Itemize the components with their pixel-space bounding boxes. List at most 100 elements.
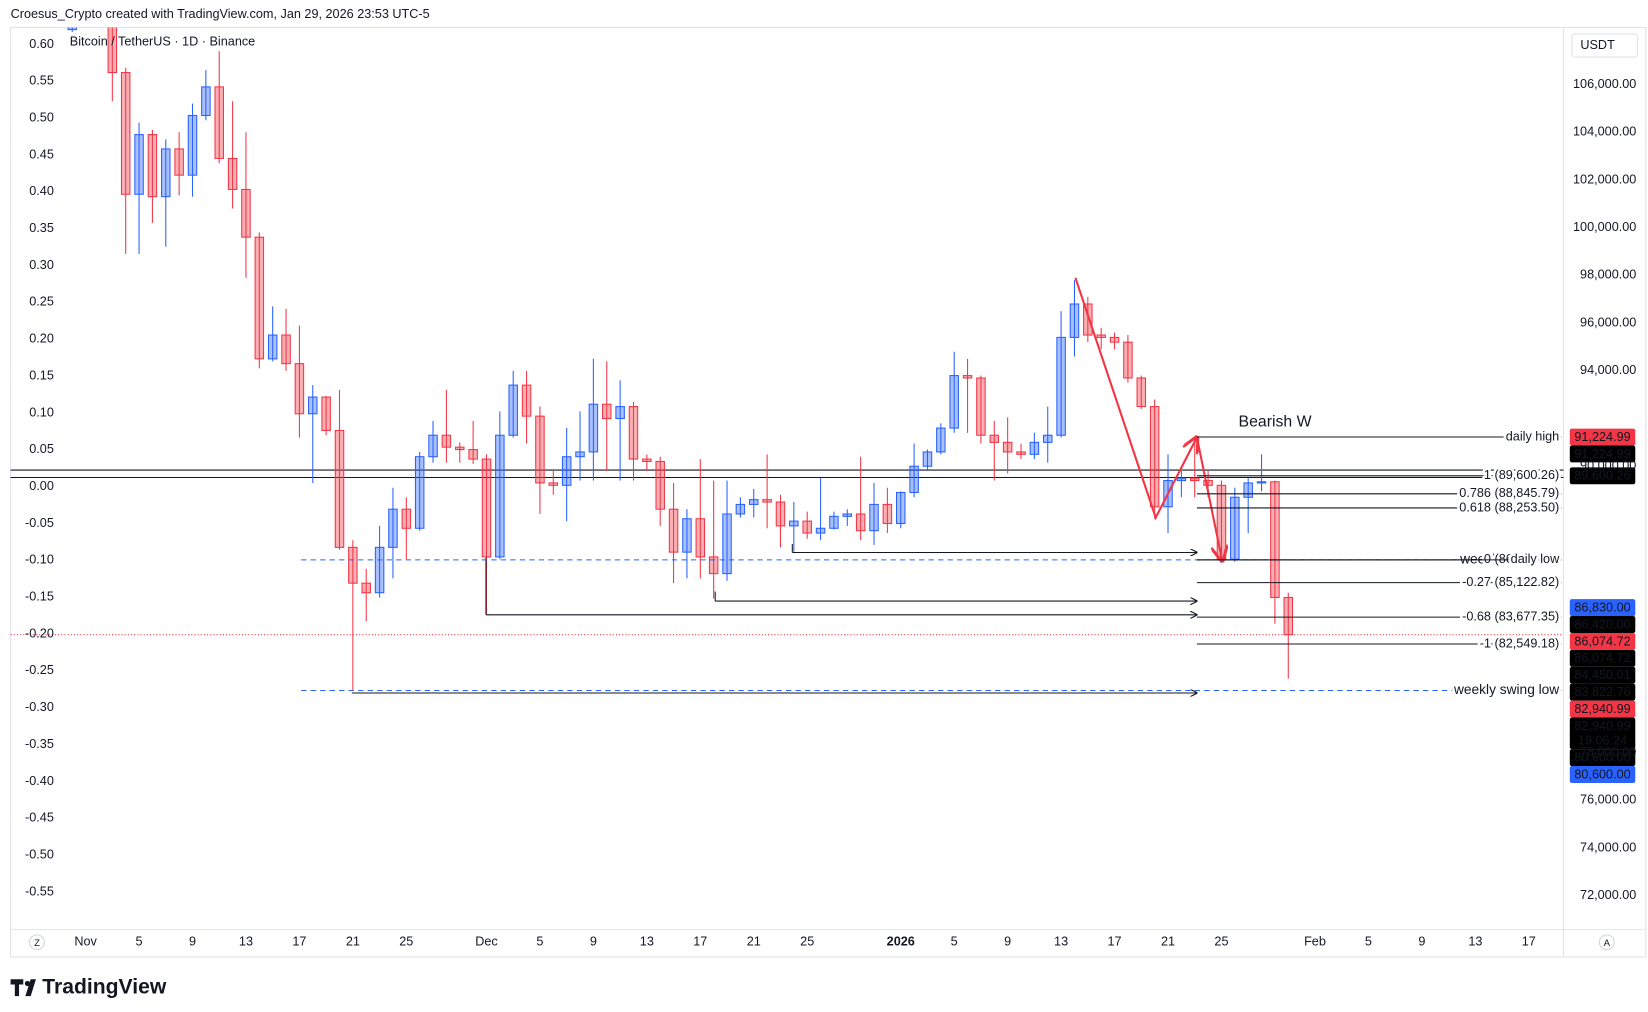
candle-body — [187, 114, 198, 176]
scale-button[interactable] — [1598, 934, 1615, 951]
candle-body — [481, 458, 492, 558]
price-tag-label: 83,822.76 — [1574, 685, 1630, 699]
left-tick-label: -0.05 — [25, 516, 54, 530]
price-tag — [1569, 766, 1636, 783]
candle-body — [361, 582, 371, 594]
candle-body — [548, 482, 559, 486]
candle-body — [802, 520, 812, 534]
candle-body — [842, 513, 853, 517]
candle-body — [695, 518, 706, 558]
time-tick-label: 13 — [1468, 935, 1482, 949]
time-tick-label: 5 — [136, 935, 143, 949]
price-tag-label: 86,074.72 — [1574, 634, 1630, 648]
candle-body — [267, 334, 278, 360]
candle-body — [655, 460, 665, 510]
scale-button-label[interactable]: A — [1604, 938, 1611, 949]
price-tag-label: 84,450.01 — [1574, 668, 1630, 682]
left-tick-label: 0.10 — [29, 405, 54, 419]
candle-body — [1042, 434, 1053, 443]
price-tag-label: 86,074.72 — [1574, 651, 1630, 665]
candle-body — [815, 527, 826, 534]
currency-label[interactable]: USDT — [1580, 38, 1615, 52]
time-tick-label: 9 — [189, 935, 196, 949]
candle-body — [1216, 484, 1227, 560]
candle-body — [147, 134, 158, 198]
price-tag — [1569, 649, 1636, 667]
candle-body — [882, 503, 893, 525]
time-tick-label: 9 — [590, 935, 597, 949]
price-tick-label: 76,000.00 — [1580, 793, 1636, 807]
brand-name: TradingView — [42, 975, 167, 998]
price-tag-label: 86,830.00 — [1574, 600, 1630, 614]
candle-body — [441, 434, 452, 448]
candle-body — [682, 518, 692, 553]
overlay: daily high 1 (89,600.26) 0.786 (88,845.79)… — [10, 414, 1636, 783]
left-tick-label: 0.35 — [29, 221, 54, 235]
time-tick-label: 17 — [693, 935, 707, 949]
candle-body — [575, 451, 585, 458]
chart-frame — [10, 26, 1647, 958]
price-tick-label: 72,000.00 — [1580, 888, 1636, 902]
scale-button-label[interactable]: Z — [34, 938, 40, 949]
candle-body — [989, 434, 1000, 443]
price-tag-label: 91,224.99 — [1574, 447, 1630, 461]
left-tick-label: -0.15 — [25, 590, 54, 604]
left-tick-label: -0.35 — [25, 737, 54, 751]
scale-button[interactable] — [29, 934, 45, 951]
price-tag — [1569, 467, 1636, 485]
candle-body — [161, 148, 171, 198]
price-tag-label: 91,224.99 — [1574, 430, 1630, 444]
price-tag-label: 86,420.00 — [1574, 617, 1630, 631]
price-tag — [1569, 445, 1636, 463]
level-label: 1 (89,600.26) — [1484, 468, 1559, 482]
level-label: -0.68 (83,677.35) — [1462, 609, 1559, 623]
left-tick-label: 0.60 — [29, 37, 54, 51]
candle-body — [308, 396, 318, 415]
candle-body — [201, 86, 211, 117]
left-tick-label: -0.25 — [25, 663, 54, 677]
candle-body — [1123, 341, 1133, 379]
pattern-label: Bearish W — [1239, 414, 1312, 431]
time-tick-label: Dec — [475, 935, 498, 949]
price-tag — [1569, 717, 1636, 750]
price-tick-label: 78,000.00 — [1580, 745, 1636, 759]
price-tag-label: 80,600.00 — [1574, 767, 1630, 781]
currency-button[interactable] — [1571, 33, 1638, 58]
candle-body — [1230, 496, 1240, 560]
time-tick-label: 17 — [292, 935, 306, 949]
candle-body — [374, 546, 385, 594]
price-tag-label: 82,940.99 — [1574, 702, 1630, 716]
left-tick-label: -0.55 — [25, 884, 54, 898]
candle-body — [775, 501, 786, 527]
attribution: Croesus_Crypto created with TradingView.… — [11, 7, 430, 21]
candle-body — [67, 27, 77, 31]
candle-body — [348, 546, 358, 584]
price-tag — [1569, 599, 1636, 617]
candle-body — [1069, 303, 1080, 338]
left-tick-label: 0.30 — [29, 258, 54, 272]
level-label: -1 (82,549.18) — [1480, 636, 1560, 650]
left-tick-label: -0.10 — [25, 553, 54, 567]
price-tag — [1569, 632, 1636, 650]
price-tag — [1569, 683, 1636, 701]
time-tick-label: 25 — [399, 935, 413, 949]
candle-body — [628, 406, 639, 460]
candle-body — [936, 427, 946, 453]
price-tick-label: 94,000.00 — [1580, 363, 1636, 377]
level-label: 0 (86,074.72) — [1484, 552, 1559, 566]
candle-body — [855, 513, 866, 532]
price-tag — [1569, 700, 1636, 718]
left-tick-label: 0.50 — [29, 110, 54, 124]
time-tick-label: 9 — [1004, 935, 1011, 949]
left-tick-label: 0.55 — [29, 74, 54, 88]
price-tick-label: 100,000.00 — [1573, 220, 1636, 234]
time-tick-label: 13 — [640, 935, 654, 949]
candle-body — [174, 148, 184, 176]
price-tick-label: 90,000.00 — [1580, 459, 1636, 473]
candle-body — [829, 515, 839, 529]
left-tick-label: -0.20 — [25, 626, 54, 640]
symbol-title: Bitcoin / TetherUS · 1D · Binance — [70, 35, 255, 49]
time-tick-label: 9 — [1418, 935, 1425, 949]
price-tag — [1569, 666, 1636, 684]
